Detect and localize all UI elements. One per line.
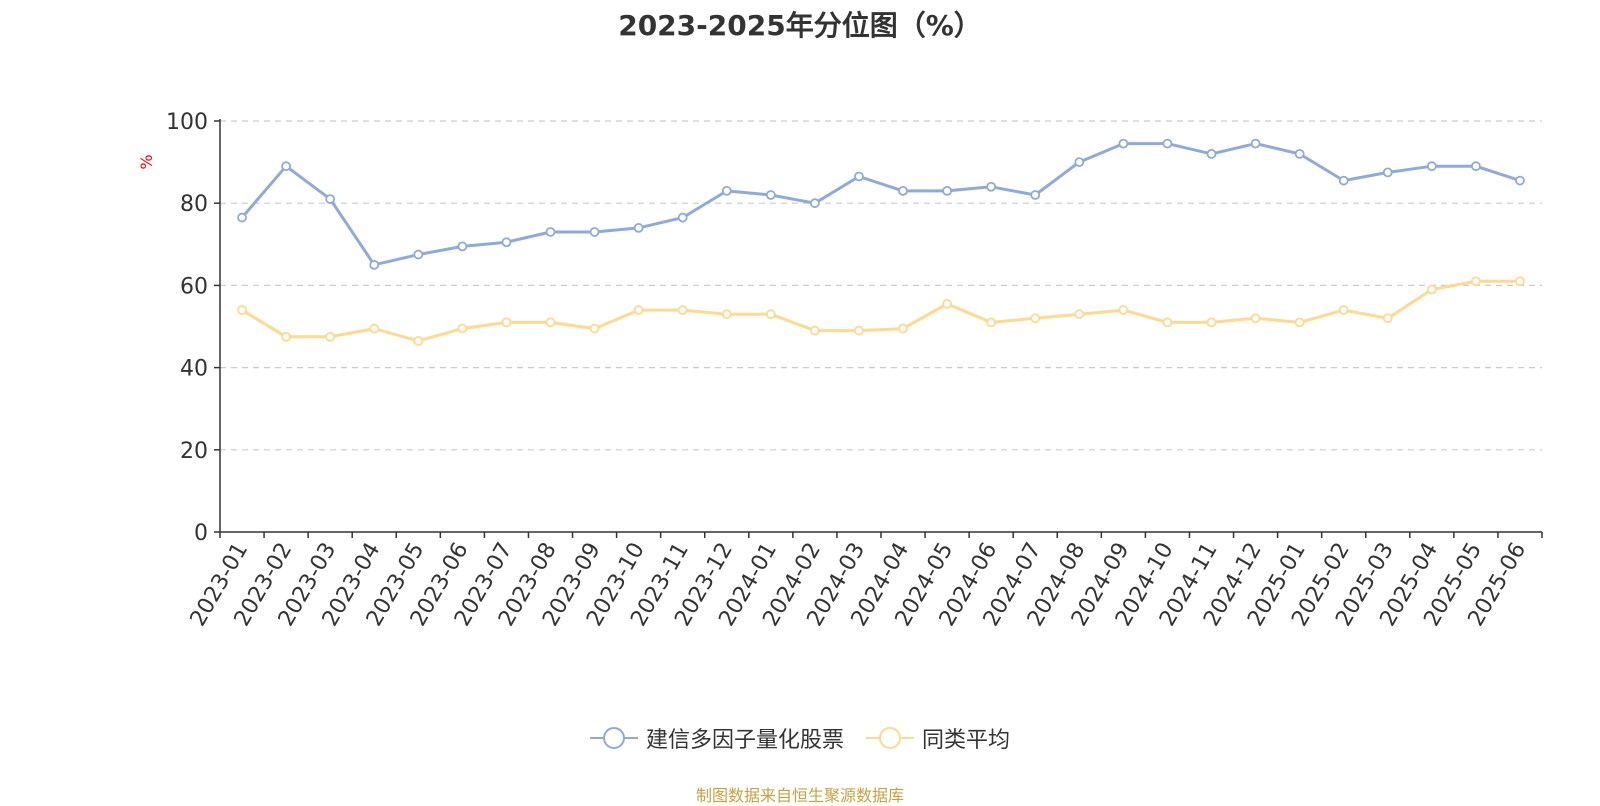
data-point-series1	[721, 185, 732, 196]
data-point-series1	[677, 212, 688, 223]
data-point-series2	[237, 305, 247, 315]
data-point-series2	[369, 323, 380, 334]
data-point-series2	[1382, 313, 1393, 324]
data-point-series1	[413, 249, 424, 260]
y-tick-label: 40	[180, 357, 208, 382]
data-point-series2	[1426, 284, 1437, 295]
chart-title: 2023-2025年分位图（%）	[618, 9, 982, 42]
y-tick-label: 100	[166, 110, 208, 135]
series-lines	[237, 138, 1525, 346]
data-point-series2	[325, 331, 336, 342]
data-point-series1	[1030, 190, 1041, 200]
y-tick-label: 20	[180, 439, 208, 464]
data-point-series1	[633, 222, 644, 233]
data-point-series2	[1471, 276, 1481, 287]
data-point-series1	[854, 171, 864, 182]
axes: 0204060801002023-012023-022023-032023-04…	[166, 110, 1543, 631]
legend-marker-series2	[866, 726, 914, 750]
data-point-series2	[898, 323, 908, 334]
y-tick-label: 0	[194, 521, 208, 546]
data-point-series2	[1250, 313, 1261, 324]
data-point-series1	[1294, 148, 1305, 159]
data-point-series2	[1515, 276, 1525, 287]
data-point-series1	[1206, 148, 1217, 159]
data-point-series1	[1074, 157, 1085, 168]
data-point-series2	[1118, 305, 1129, 315]
data-point-series2	[942, 298, 952, 309]
data-point-series2	[413, 335, 424, 346]
data-point-series1	[237, 212, 247, 223]
data-point-series2	[589, 323, 600, 334]
data-point-series1	[281, 161, 292, 172]
data-point-series2	[854, 325, 864, 336]
data-point-series1	[1118, 138, 1129, 149]
data-point-series2	[545, 317, 556, 328]
data-point-series1	[942, 185, 952, 196]
legend-marker-series1	[589, 726, 638, 750]
data-point-series1	[1162, 138, 1173, 149]
data-point-series1	[501, 237, 512, 248]
data-point-series1	[810, 198, 820, 209]
y-axis-unit: %	[137, 154, 156, 169]
data-point-series1	[986, 181, 997, 192]
data-point-series1	[1382, 167, 1393, 178]
data-point-series2	[1338, 305, 1349, 315]
data-point-series2	[1074, 309, 1085, 320]
data-point-series2	[721, 309, 732, 320]
legend-item-series2[interactable]: 同类平均	[866, 722, 1010, 754]
data-point-series2	[1162, 317, 1173, 328]
data-point-series2	[677, 305, 688, 315]
data-point-series2	[1206, 317, 1217, 328]
data-point-series1	[545, 227, 556, 237]
data-point-series1	[457, 241, 468, 252]
y-tick-label: 80	[180, 192, 208, 217]
data-point-series2	[501, 317, 512, 328]
legend-item-series1[interactable]: 建信多因子量化股票	[589, 722, 844, 754]
data-point-series1	[1471, 161, 1481, 172]
y-tick-label: 60	[180, 274, 208, 299]
data-point-series2	[281, 331, 292, 342]
data-point-series1	[765, 190, 776, 200]
data-point-series2	[765, 309, 776, 320]
data-point-series1	[369, 259, 380, 270]
data-point-series2	[986, 317, 997, 328]
data-point-series1	[1515, 175, 1525, 186]
source-note: 制图数据来自恒生聚源数据库	[695, 786, 904, 805]
data-point-series1	[1250, 138, 1261, 149]
data-point-series2	[1294, 317, 1305, 328]
data-point-series1	[1338, 175, 1349, 186]
grid-lines	[220, 120, 1542, 451]
series-line-1	[240, 142, 1521, 267]
data-point-series2	[810, 325, 820, 336]
data-point-series2	[1030, 313, 1041, 324]
line-chart: 0204060801002023-012023-022023-032023-04…	[137, 110, 1543, 631]
data-point-series2	[633, 305, 644, 315]
data-point-series1	[589, 227, 600, 237]
legend-label-series2: 同类平均	[922, 728, 1011, 753]
data-point-series1	[898, 185, 908, 196]
legend: 建信多因子量化股票 同类平均	[0, 722, 1600, 754]
data-point-series1	[325, 194, 336, 204]
data-point-series2	[457, 323, 468, 334]
series-line-2	[241, 279, 1520, 343]
legend-label-series1: 建信多因子量化股票	[645, 728, 844, 753]
data-point-series1	[1426, 161, 1437, 172]
